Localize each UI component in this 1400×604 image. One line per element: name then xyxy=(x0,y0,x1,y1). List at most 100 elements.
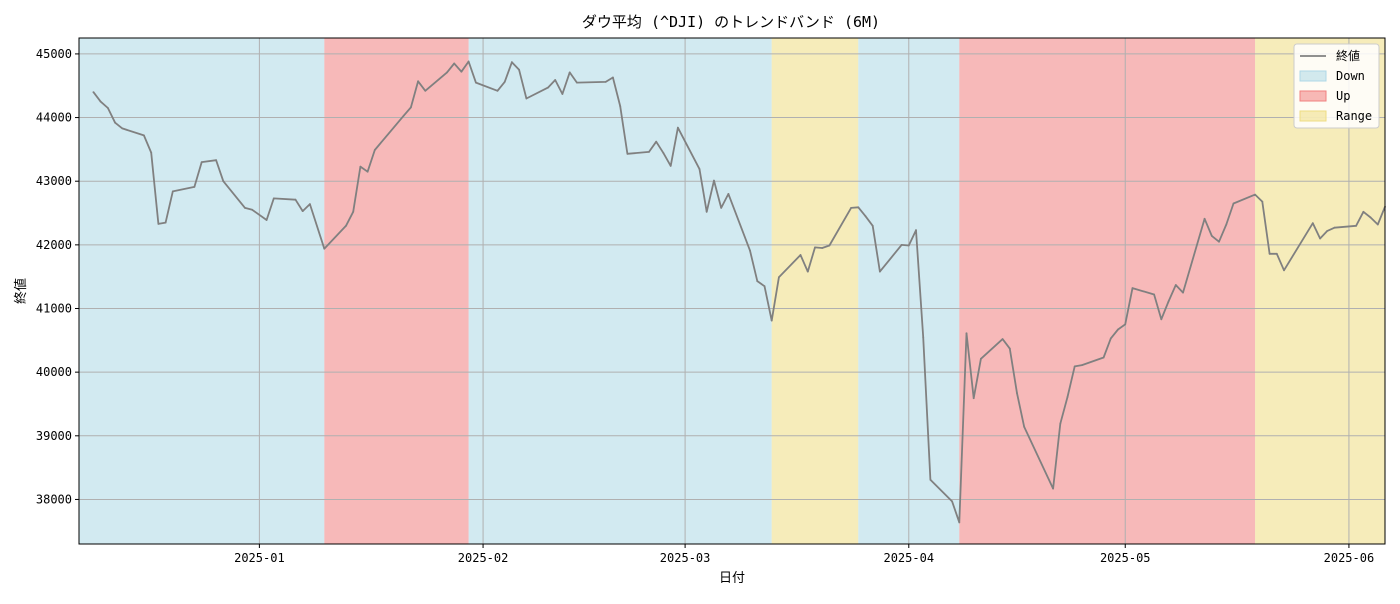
data-point xyxy=(972,397,975,400)
data-point xyxy=(1153,293,1155,296)
data-point xyxy=(525,97,528,100)
data-point xyxy=(244,207,246,209)
legend-label: 終値 xyxy=(1336,48,1360,63)
data-point xyxy=(99,100,102,103)
data-point xyxy=(157,223,160,225)
data-point xyxy=(424,89,427,92)
x-tick-label: 2025-03 xyxy=(660,551,711,565)
data-point xyxy=(114,121,116,124)
data-point xyxy=(1131,287,1134,289)
data-point xyxy=(568,71,571,74)
data-point xyxy=(612,76,614,79)
x-tick-label: 2025-06 xyxy=(1324,551,1375,565)
legend: 終値 Down Up Range xyxy=(1293,43,1380,129)
data-point xyxy=(222,180,225,183)
data-point xyxy=(453,62,456,65)
data-point xyxy=(778,276,780,279)
data-point xyxy=(460,70,463,73)
legend-swatch-range xyxy=(1299,110,1327,122)
data-point xyxy=(713,179,715,182)
data-point xyxy=(900,244,903,246)
data-point xyxy=(366,170,369,173)
data-point xyxy=(1174,284,1177,286)
data-point xyxy=(806,270,809,273)
data-point xyxy=(1023,426,1026,428)
x-tick-label: 2025-01 xyxy=(234,551,285,565)
data-point xyxy=(1355,224,1357,227)
legend-swatch-down xyxy=(1299,70,1327,82)
data-point xyxy=(121,127,124,130)
y-tick-label: 43000 xyxy=(36,174,72,188)
data-point xyxy=(1066,396,1069,398)
data-point xyxy=(677,126,679,129)
data-point xyxy=(1225,223,1228,226)
data-point xyxy=(1319,237,1321,240)
data-point xyxy=(265,219,268,221)
data-point xyxy=(828,244,831,247)
y-tick-label: 44000 xyxy=(36,111,72,125)
data-point xyxy=(1283,269,1285,272)
data-point xyxy=(1218,240,1220,243)
y-axis-ticks: 38000 39000 40000 41000 42000 43000 44000 45000 xyxy=(36,47,79,506)
data-point xyxy=(915,229,917,232)
data-point xyxy=(929,478,932,481)
data-point xyxy=(857,206,860,209)
data-point xyxy=(1326,230,1329,232)
data-point xyxy=(1109,337,1112,340)
data-point xyxy=(417,80,419,83)
legend-label: Range xyxy=(1336,109,1372,123)
data-point xyxy=(200,161,203,164)
data-point xyxy=(373,149,376,151)
data-point xyxy=(475,81,477,84)
data-point xyxy=(727,193,730,195)
data-point xyxy=(980,357,982,360)
data-point xyxy=(799,254,802,256)
data-point xyxy=(864,215,867,218)
data-point xyxy=(518,68,520,71)
data-point xyxy=(1117,328,1119,331)
data-point xyxy=(1232,202,1235,205)
data-point xyxy=(164,221,167,224)
data-point xyxy=(1275,252,1278,255)
data-point xyxy=(323,247,326,250)
data-point xyxy=(561,93,564,95)
data-point xyxy=(1268,252,1271,255)
data-point xyxy=(215,159,218,162)
data-point xyxy=(1203,217,1206,220)
data-point xyxy=(1333,226,1336,229)
data-point xyxy=(669,165,672,167)
data-point xyxy=(1369,216,1372,219)
data-point xyxy=(467,60,470,63)
data-point xyxy=(1182,291,1184,294)
data-point xyxy=(92,91,95,93)
data-point xyxy=(1102,356,1105,359)
band-range xyxy=(771,38,859,544)
data-point xyxy=(1362,210,1365,213)
data-point xyxy=(922,336,925,338)
data-point xyxy=(662,152,665,155)
data-point xyxy=(648,151,650,153)
x-tick-label: 2025-04 xyxy=(883,551,934,565)
band-up xyxy=(959,38,1256,544)
data-point xyxy=(763,285,766,288)
data-point xyxy=(272,197,275,200)
data-point xyxy=(720,207,723,209)
data-point xyxy=(446,71,448,74)
x-axis-ticks: 2025-01 2025-02 2025-03 2025-04 2025-05 2025-… xyxy=(234,544,1374,565)
data-point xyxy=(604,81,607,83)
data-point xyxy=(705,210,708,213)
legend-label: Up xyxy=(1336,89,1350,103)
data-point xyxy=(958,521,961,524)
data-point xyxy=(879,270,881,273)
data-point xyxy=(503,81,506,83)
data-point xyxy=(1052,487,1054,490)
data-point xyxy=(251,208,254,211)
data-point xyxy=(309,203,311,206)
series-layer xyxy=(92,60,1386,524)
data-point xyxy=(143,134,145,137)
data-point xyxy=(814,246,816,249)
data-point xyxy=(698,168,701,171)
data-point xyxy=(511,61,513,64)
